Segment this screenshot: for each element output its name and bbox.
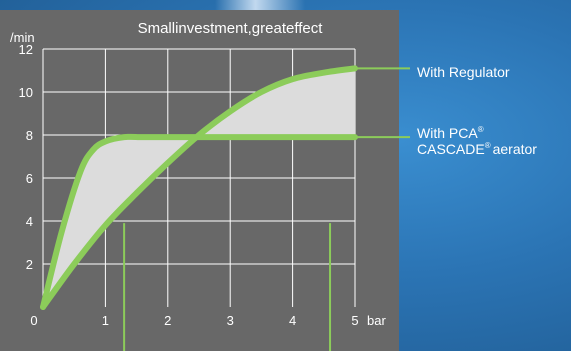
- x-tick-label: 3: [227, 313, 234, 328]
- background-highlight: [215, 0, 305, 12]
- legend-leaders: [123, 67, 410, 351]
- x-axis-unit: bar: [367, 313, 386, 328]
- chart-panel: [0, 10, 399, 351]
- y-tick-label: 6: [26, 171, 33, 186]
- legend-pca: With PCA® CASCADE® aerator: [417, 125, 537, 157]
- legend-pca-line2: CASCADE® aerator: [417, 141, 537, 157]
- x-tick-label: 5: [351, 313, 358, 328]
- difference-area: [43, 68, 355, 307]
- legend-regulator-label: With Regulator: [417, 64, 510, 80]
- y-tick-label: 12: [19, 42, 33, 57]
- legend-regulator: With Regulator: [417, 64, 510, 80]
- y-tick-label: 10: [19, 85, 33, 100]
- series-group: [40, 65, 358, 310]
- x-tick-label: 4: [289, 313, 296, 328]
- x-tick-label: 0: [30, 313, 37, 328]
- series-line-pca: [40, 133, 358, 310]
- y-axis-unit: /min: [10, 30, 35, 45]
- y-tick-label: 8: [26, 128, 33, 143]
- y-tick-label: 4: [26, 214, 33, 229]
- y-tick-label: 2: [26, 257, 33, 272]
- legend-pca-line1: With PCA®: [417, 125, 484, 141]
- chart-title: Smallinvestment,greateffect: [138, 20, 324, 37]
- x-tick-label: 1: [102, 313, 109, 328]
- x-tick-label: 2: [164, 313, 171, 328]
